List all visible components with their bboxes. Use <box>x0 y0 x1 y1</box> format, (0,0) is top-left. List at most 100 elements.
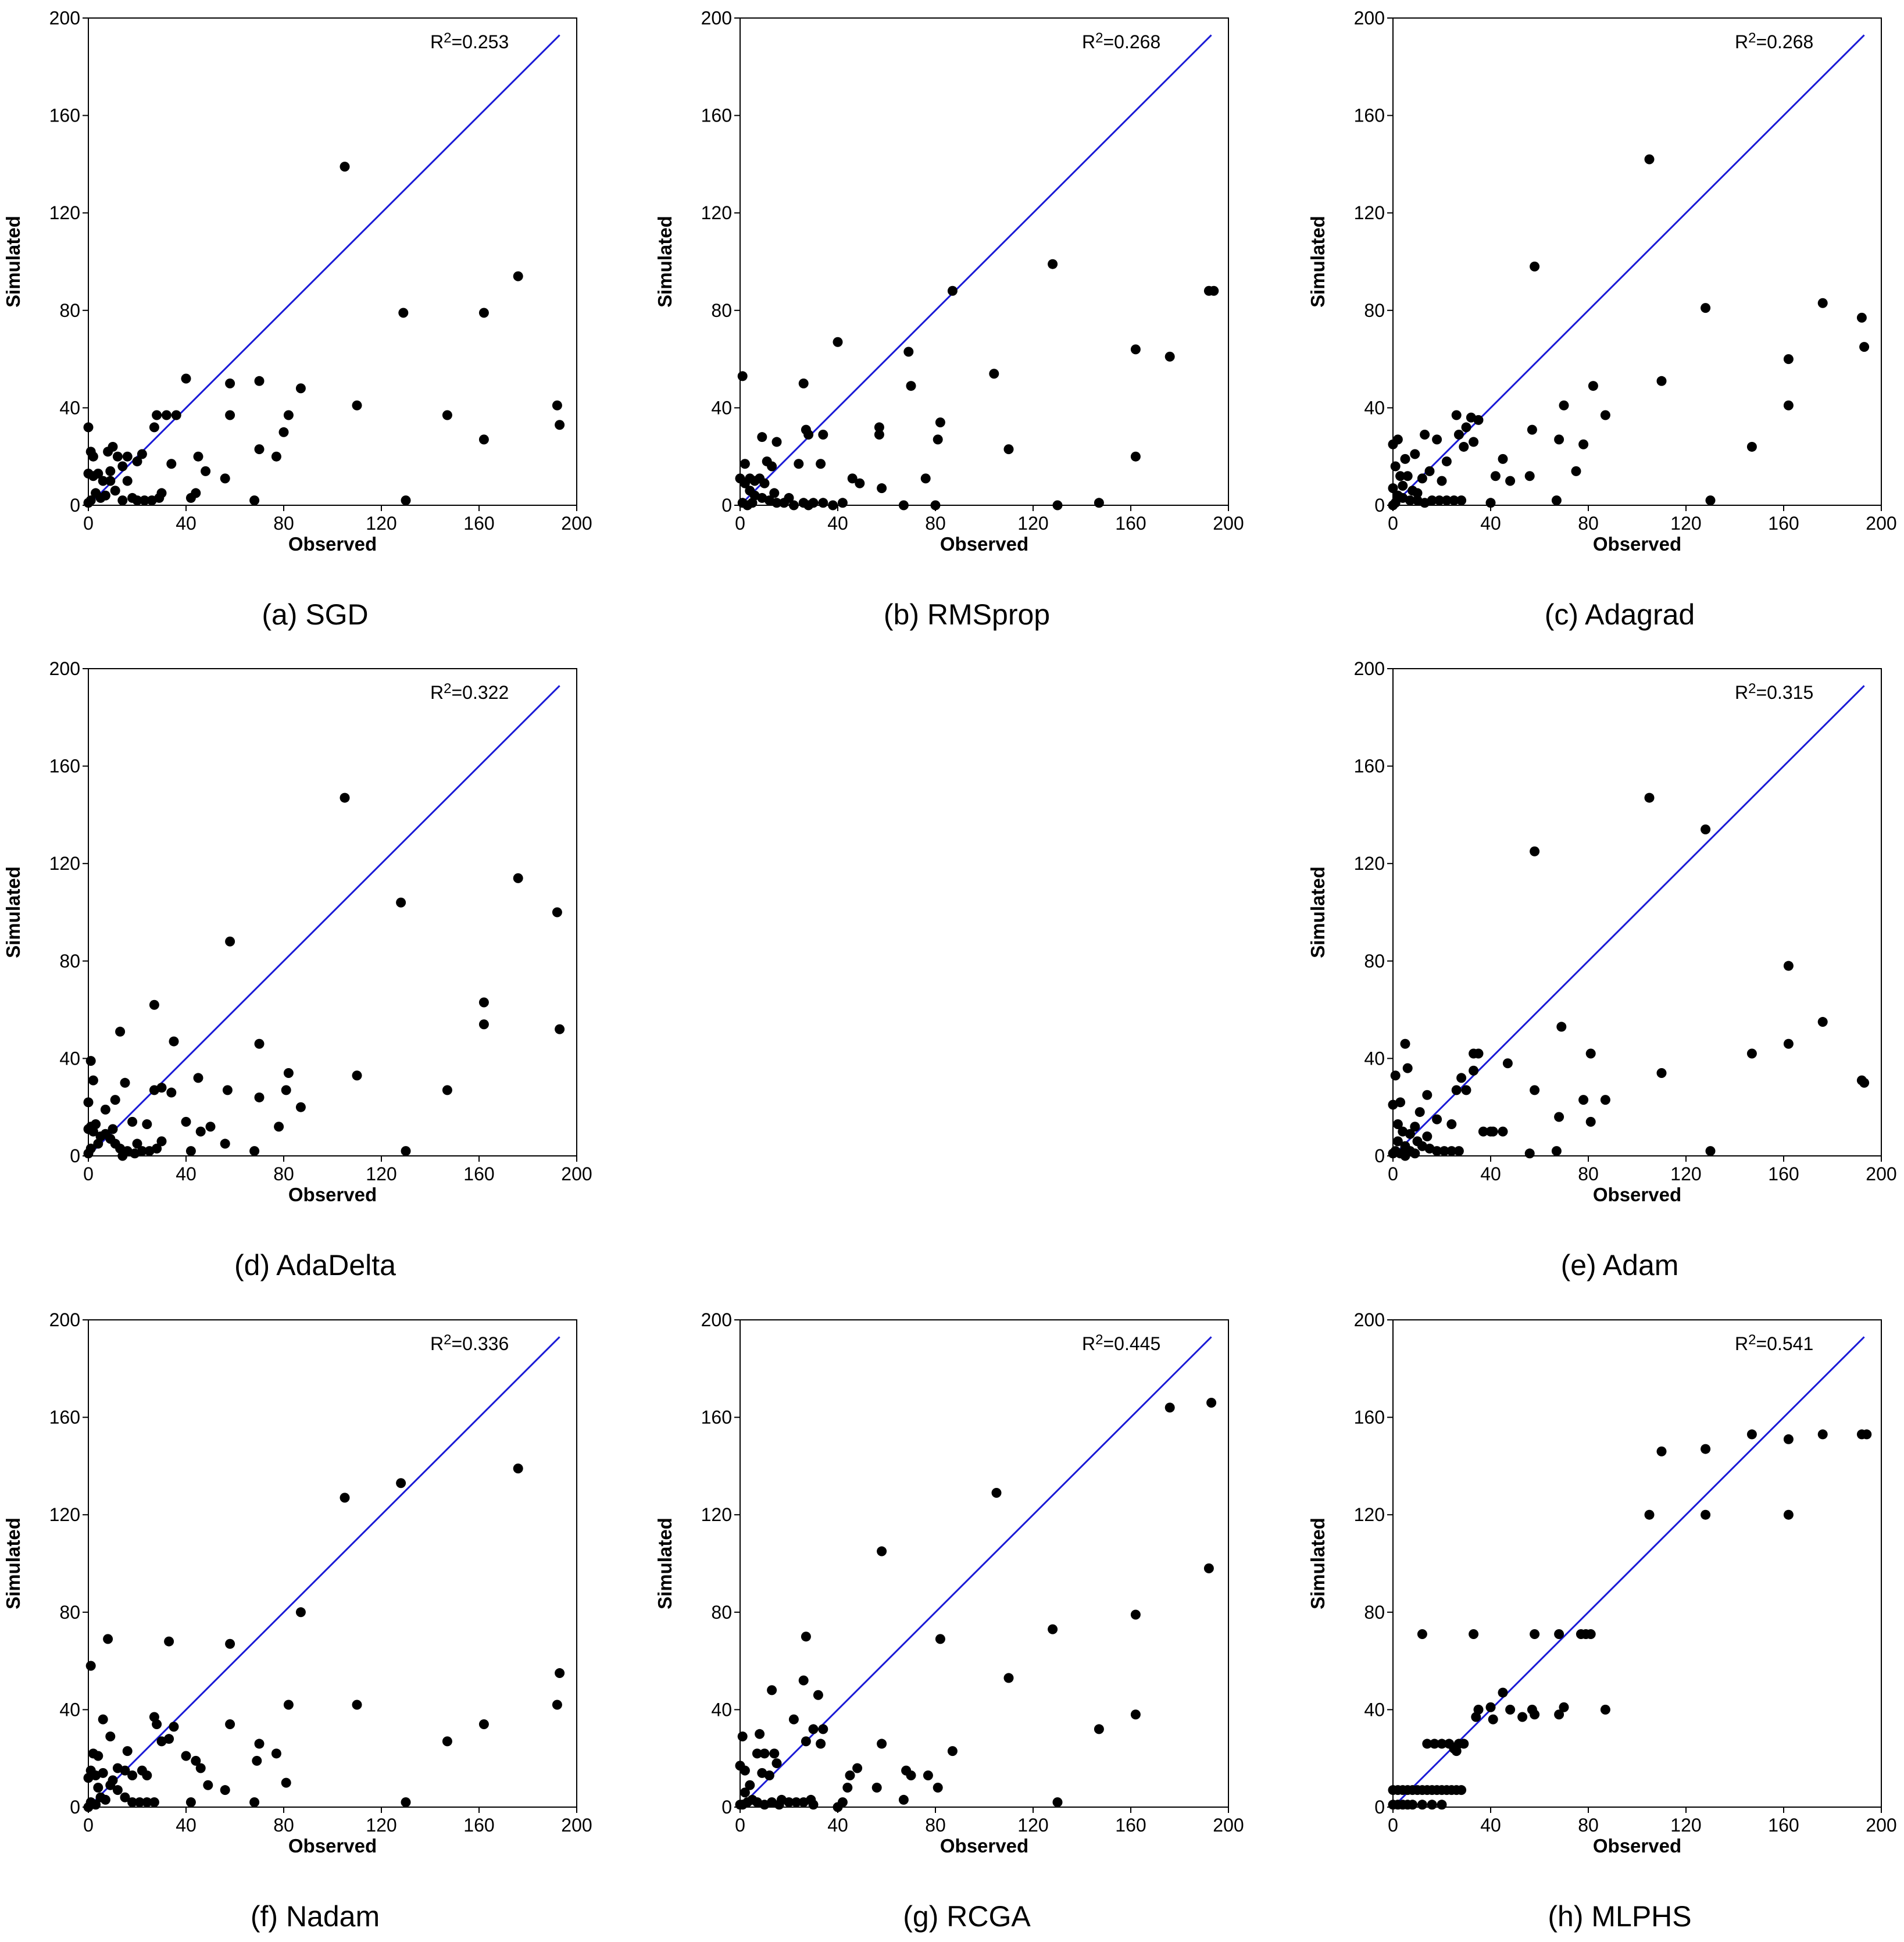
x-tick-label: 160 <box>463 1815 494 1836</box>
scatter-point <box>295 1607 306 1618</box>
scatter-point <box>1554 1709 1564 1720</box>
scatter-point <box>195 1763 206 1773</box>
x-tick-label: 40 <box>176 1163 197 1184</box>
r2-annotation: R2=0.541 <box>1735 1332 1813 1354</box>
scatter-point <box>1048 259 1058 269</box>
scatter-point <box>1471 1712 1481 1722</box>
scatter-point <box>933 434 943 445</box>
scatter-point <box>1644 1509 1655 1520</box>
scatter-point <box>737 371 748 381</box>
scatter-point <box>1446 1146 1457 1156</box>
scatter-point <box>1524 1148 1535 1159</box>
scatter-point <box>745 1780 755 1790</box>
scatter-point <box>1432 1114 1442 1124</box>
scatter-point <box>100 1104 110 1115</box>
y-tick-label: 80 <box>1364 951 1385 972</box>
scatter-point <box>254 376 265 386</box>
scatter-point <box>1003 1673 1014 1683</box>
x-axis-label: Observed <box>1593 1835 1681 1857</box>
x-tick-label: 0 <box>735 1815 745 1836</box>
scatter-point <box>1530 846 1540 856</box>
scatter-point <box>1498 454 1508 464</box>
one-to-one-line <box>739 34 1212 506</box>
scatter-point <box>169 1722 179 1732</box>
scatter-point <box>254 444 265 455</box>
scatter-point <box>1437 1800 1447 1810</box>
scatter-point <box>137 1146 147 1156</box>
scatter-point <box>1530 1629 1540 1640</box>
x-tick-label: 0 <box>1388 513 1398 534</box>
panel-caption: (b) RMSprop <box>884 598 1050 631</box>
scatter-point <box>127 1797 138 1808</box>
scatter-point <box>1701 1444 1711 1454</box>
x-tick-label: 0 <box>83 1163 94 1184</box>
scatter-point <box>801 1632 811 1642</box>
scatter-point <box>1578 1095 1589 1105</box>
scatter-point <box>1449 495 1459 506</box>
scatter-point <box>947 1746 958 1757</box>
scatter-point <box>1705 495 1716 506</box>
scatter-point <box>112 1785 123 1795</box>
scatter-point <box>1400 1151 1410 1161</box>
scatter-point <box>100 1794 110 1805</box>
scatter-point <box>1498 1687 1508 1698</box>
scatter-point <box>110 486 120 496</box>
scatter-point <box>1817 1017 1828 1027</box>
y-tick-label: 160 <box>701 1407 732 1428</box>
scatter-point <box>1459 441 1469 452</box>
scatter-point <box>149 999 159 1010</box>
x-tick-label: 80 <box>273 1163 294 1184</box>
x-tick-label: 40 <box>1480 1815 1501 1836</box>
scatter-point <box>254 1738 265 1749</box>
scatter-point <box>816 459 826 469</box>
scatter-panel: 0 40 80 120 160 200 0 40 80 120 160 200 Observed Simu… <box>1307 1309 1897 1933</box>
scatter-point <box>1400 454 1410 464</box>
scatter-point <box>1410 449 1420 459</box>
y-tick-label: 160 <box>1354 105 1385 126</box>
scatter-point <box>1485 498 1496 508</box>
scatter-point <box>1478 1126 1488 1137</box>
y-tick-label: 0 <box>1374 1797 1385 1818</box>
scatter-point <box>1437 476 1447 486</box>
scatter-point <box>1783 400 1794 410</box>
scatter-point <box>181 1116 191 1127</box>
scatter-point <box>1746 1048 1757 1059</box>
scatter-point <box>1412 1136 1423 1147</box>
scatter-point <box>149 1797 159 1808</box>
scatter-point <box>149 422 159 433</box>
scatter-point <box>752 1748 762 1759</box>
scatter-point <box>191 488 201 498</box>
x-axis-label: Observed <box>940 1835 1028 1857</box>
plot-frame <box>88 17 577 506</box>
plot-frame <box>740 1319 1229 1808</box>
plot-frame <box>1392 17 1882 506</box>
y-tick-label: 200 <box>701 1309 732 1330</box>
scatter-point <box>1783 354 1794 365</box>
scatter-point <box>818 498 828 508</box>
scatter-point <box>122 1746 133 1757</box>
one-to-one-line <box>87 685 560 1157</box>
scatter-point <box>1559 1702 1569 1712</box>
scatter-point <box>1701 303 1711 313</box>
scatter-point <box>283 1700 294 1710</box>
scatter-point <box>340 1493 350 1503</box>
x-tick-label: 120 <box>1670 1815 1701 1836</box>
scatter-point <box>83 498 94 508</box>
scatter-point <box>1164 1402 1175 1413</box>
scatter-point <box>1585 1048 1596 1059</box>
scatter-point <box>142 1770 152 1781</box>
scatter-point <box>249 1797 260 1808</box>
scatter-point <box>201 466 211 476</box>
scatter-point <box>1656 1068 1667 1079</box>
scatter-point <box>833 337 843 347</box>
x-tick-label: 120 <box>366 1815 396 1836</box>
scatter-point <box>552 1700 562 1710</box>
scatter-point <box>134 1797 145 1808</box>
scatter-point <box>352 400 362 410</box>
scatter-point <box>845 1770 855 1781</box>
y-tick-label: 160 <box>1354 1407 1385 1428</box>
y-tick-label: 120 <box>701 1504 732 1525</box>
y-tick-label: 200 <box>49 1309 80 1330</box>
scatter-point <box>156 488 167 498</box>
x-tick-label: 120 <box>1670 1163 1701 1184</box>
